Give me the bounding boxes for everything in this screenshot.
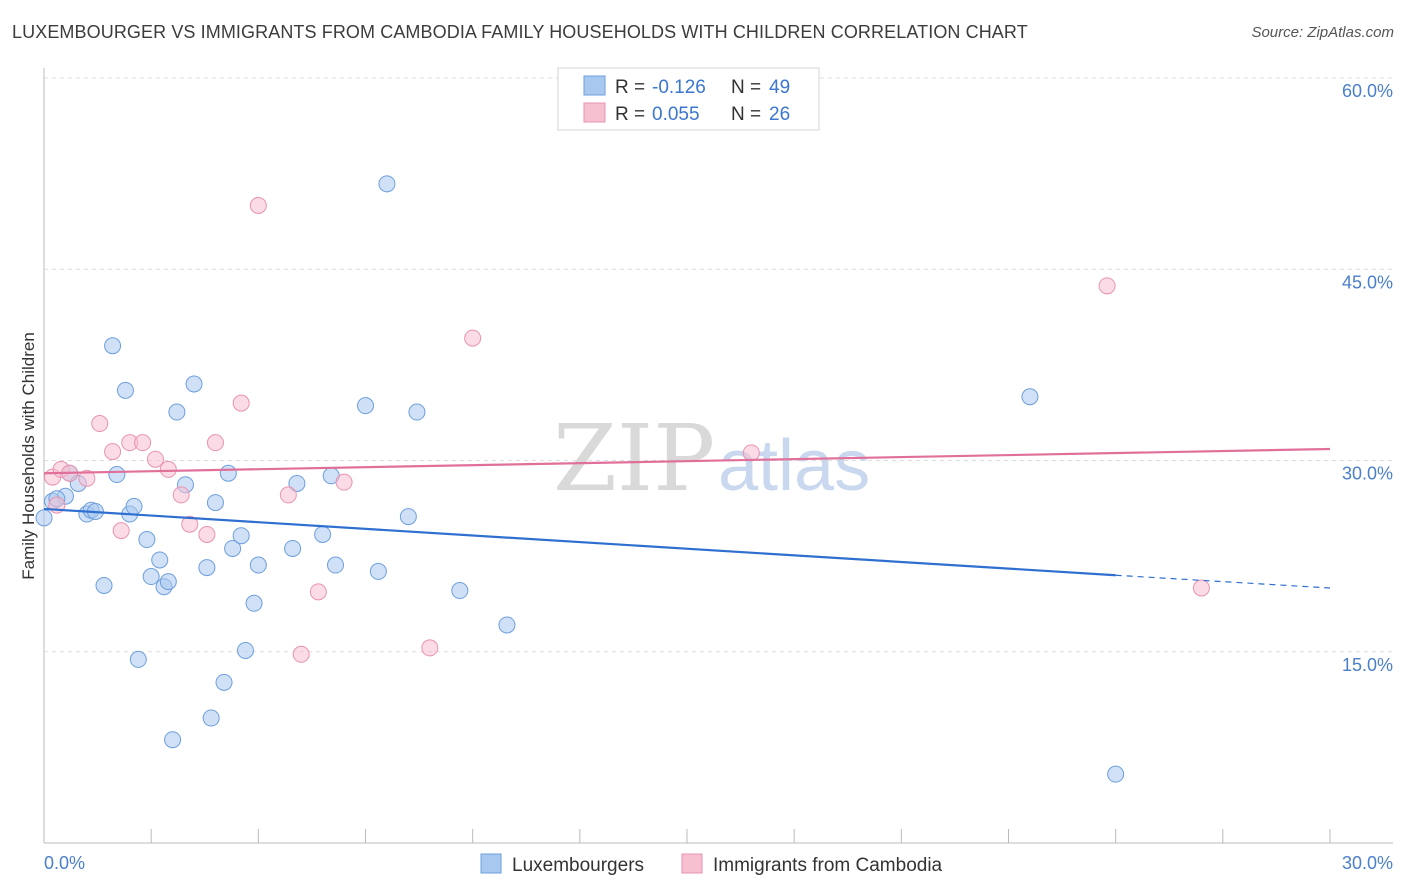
point-cambodia-14	[198, 525, 216, 543]
point-cambodia-9	[134, 434, 152, 452]
bottom-legend-swatch-pink	[681, 853, 703, 874]
y-tick-label-1: 30.0%	[1342, 464, 1393, 484]
point-luxembourgers-28	[232, 527, 250, 545]
point-luxembourgers-19	[168, 403, 186, 421]
point-cambodia-15	[206, 434, 224, 452]
legend-r-value-blue: -0.126	[652, 77, 706, 98]
point-luxembourgers-48	[159, 573, 177, 591]
point-luxembourgers-44	[1021, 388, 1039, 406]
point-luxembourgers-12	[125, 497, 143, 515]
grid-lines	[44, 77, 1393, 653]
point-cambodia-10	[146, 450, 164, 468]
point-luxembourgers-22	[198, 559, 216, 577]
watermark-atlas: atlas	[718, 426, 870, 506]
bottom-legend-swatch-blue	[480, 853, 502, 874]
trend-luxembourgers-dashed	[1115, 574, 1331, 589]
x-tick-label-1: 30.0%	[1342, 853, 1393, 873]
trend-lines	[43, 447, 1331, 589]
point-luxembourgers-0	[35, 509, 53, 527]
point-cambodia-25	[1098, 277, 1116, 295]
point-cambodia-18	[279, 486, 297, 504]
point-cambodia-12	[172, 486, 190, 504]
point-cambodia-24	[742, 444, 760, 462]
x-tick-label-0: 0.0%	[44, 853, 85, 873]
point-luxembourgers-9	[108, 466, 126, 484]
legend-r-label-blue: R =	[615, 77, 645, 98]
point-cambodia-22	[421, 639, 439, 657]
point-cambodia-13	[181, 515, 199, 533]
point-luxembourgers-13	[129, 650, 147, 668]
point-luxembourgers-14	[138, 531, 156, 549]
point-luxembourgers-37	[357, 397, 374, 415]
point-luxembourgers-27	[224, 539, 242, 557]
point-luxembourgers-36	[326, 556, 344, 574]
point-cambodia-7	[112, 522, 130, 540]
trend-luxembourgers	[43, 507, 1116, 577]
point-cambodia-5	[91, 415, 109, 433]
point-luxembourgers-38	[369, 562, 387, 580]
point-luxembourgers-30	[245, 594, 263, 612]
point-cambodia-11	[159, 460, 177, 478]
legend-n-label-blue: N =	[731, 77, 761, 98]
trend-cambodia	[43, 447, 1331, 475]
x-ticks	[150, 829, 1331, 843]
point-luxembourgers-15	[142, 568, 160, 586]
point-luxembourgers-40	[399, 508, 417, 526]
watermark-zip: ZIP	[553, 405, 715, 512]
chart-title: LUXEMBOURGER VS IMMIGRANTS FROM CAMBODIA…	[12, 22, 1028, 42]
point-luxembourgers-10	[116, 381, 134, 399]
x-tick-labels: 0.0% 30.0%	[44, 853, 1393, 873]
legend-r-label-pink: R =	[615, 104, 645, 125]
point-luxembourgers-21	[185, 375, 203, 393]
legend-r-value-pink: 0.055	[652, 104, 700, 125]
bottom-legend-luxembourgers: Luxembourgers	[512, 855, 644, 876]
point-luxembourgers-32	[284, 539, 302, 557]
point-cambodia-17	[249, 197, 267, 214]
point-luxembourgers-18	[164, 731, 182, 749]
point-luxembourgers-31	[249, 556, 267, 574]
point-luxembourgers-41	[408, 403, 426, 421]
axes	[43, 68, 1393, 844]
point-luxembourgers-16	[151, 551, 169, 569]
legend-swatch-blue	[583, 75, 606, 96]
point-luxembourgers-24	[206, 494, 224, 512]
bottom-legend: Luxembourgers Immigrants from Cambodia	[480, 853, 943, 876]
point-luxembourgers-29	[236, 641, 254, 659]
legend-swatch-pink	[583, 102, 606, 123]
y-tick-labels: 15.0% 30.0% 45.0% 60.0%	[1342, 81, 1393, 675]
point-luxembourgers-7	[95, 576, 113, 594]
legend: R = -0.126 N = 49 R = 0.055 N = 26	[557, 67, 820, 131]
y-tick-label-0: 15.0%	[1342, 655, 1393, 675]
point-luxembourgers-42	[451, 582, 469, 600]
point-luxembourgers-34	[314, 525, 332, 543]
point-cambodia-21	[335, 473, 353, 491]
point-luxembourgers-26	[219, 464, 237, 482]
legend-n-value-blue: 49	[769, 77, 790, 98]
y-axis-title: Family Households with Children	[19, 332, 38, 580]
point-cambodia-6	[104, 443, 122, 461]
point-cambodia-16	[232, 394, 250, 412]
point-cambodia-20	[309, 583, 327, 601]
point-luxembourgers-8	[104, 337, 122, 355]
point-cambodia-4	[78, 469, 96, 487]
point-luxembourgers-39	[378, 175, 396, 193]
y-tick-label-2: 45.0%	[1342, 272, 1393, 292]
point-cambodia-19	[292, 645, 310, 663]
point-luxembourgers-43	[498, 616, 516, 634]
point-luxembourgers-23	[202, 709, 220, 727]
point-cambodia-23	[464, 329, 482, 347]
legend-n-label-pink: N =	[731, 104, 761, 125]
bottom-legend-cambodia: Immigrants from Cambodia	[713, 855, 943, 876]
y-tick-label-3: 60.0%	[1342, 81, 1393, 101]
series-cambodia	[44, 197, 1210, 663]
point-luxembourgers-33	[288, 474, 306, 492]
watermark: ZIP atlas	[553, 405, 870, 512]
point-luxembourgers-25	[215, 673, 233, 691]
point-luxembourgers-45	[1107, 765, 1125, 783]
source-label: Source: ZipAtlas.com	[1251, 24, 1394, 41]
point-cambodia-26	[1192, 579, 1210, 597]
legend-n-value-pink: 26	[769, 104, 790, 125]
